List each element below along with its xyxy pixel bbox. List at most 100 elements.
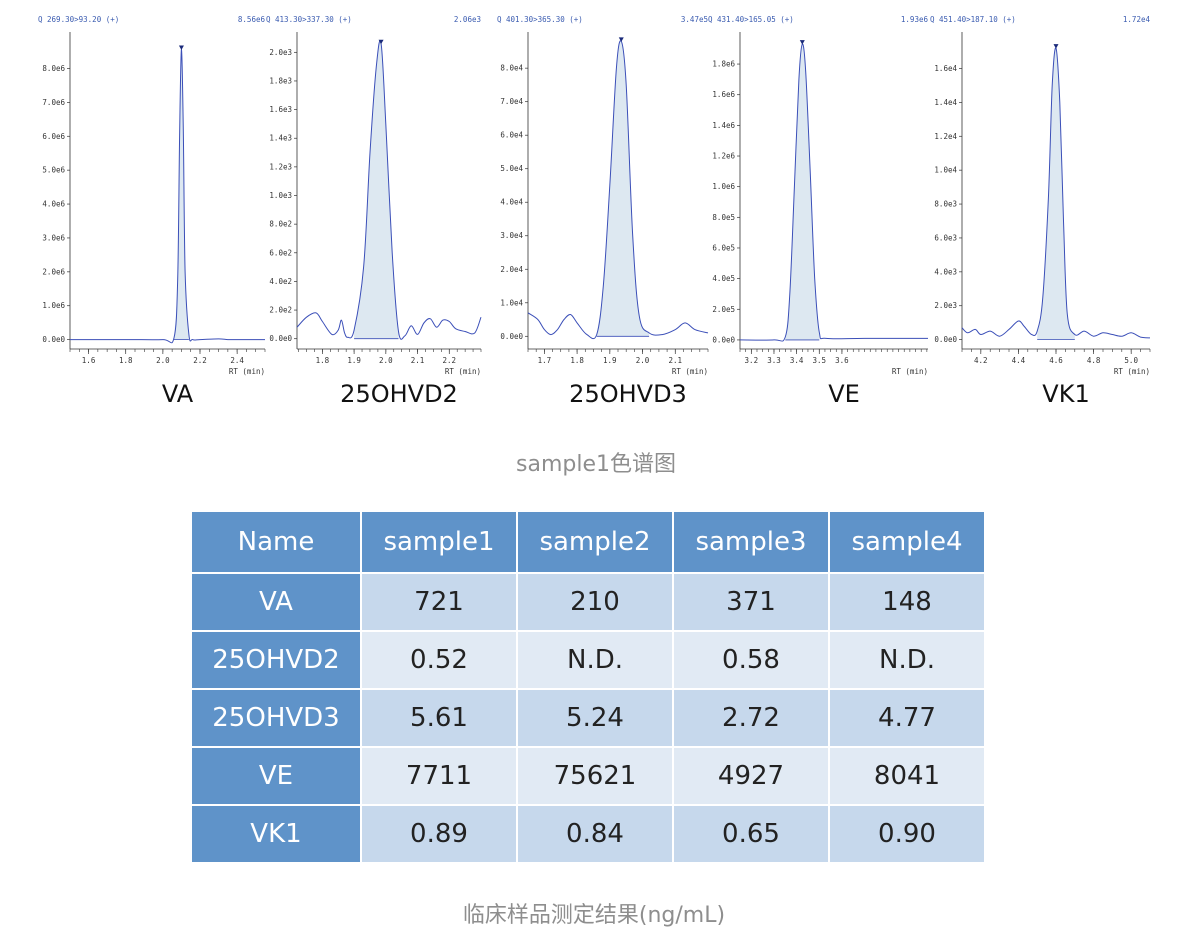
x-tick-label: 2.4 bbox=[230, 356, 244, 365]
x-tick-label: 3.5 bbox=[813, 356, 827, 365]
y-tick-label: 8.0e4 bbox=[500, 64, 523, 73]
y-tick-label: 5.0e6 bbox=[42, 166, 65, 175]
peak-area bbox=[785, 43, 820, 340]
x-tick-label: 2.0 bbox=[636, 356, 650, 365]
x-tick-label: 3.6 bbox=[835, 356, 849, 365]
peak-area bbox=[1037, 47, 1075, 340]
max-intensity-label: 1.93e6 bbox=[901, 15, 929, 24]
x-axis-title: RT (min) bbox=[445, 367, 481, 376]
transition-label: Q 269.30>93.20 (+) bbox=[38, 15, 119, 24]
chromatogram-panels: Q 269.30>93.20 (+) 8.56e6 0.0e0 1.0e6 2.0e6 3… bbox=[38, 15, 1150, 408]
compound-label: VK1 bbox=[1042, 380, 1089, 408]
x-tick-label: 2.2 bbox=[193, 356, 207, 365]
chromatogram-trace bbox=[739, 43, 928, 342]
x-tick-label: 1.9 bbox=[347, 356, 361, 365]
transition-label: Q 401.30>365.30 (+) bbox=[497, 15, 583, 24]
y-tick-label: 1.0e4 bbox=[500, 298, 523, 307]
y-tick-label: 0.0e0 bbox=[269, 334, 292, 343]
chromatogram-row: Q 269.30>93.20 (+) 8.56e6 0.0e0 1.0e6 2.0e6 3… bbox=[0, 0, 1200, 420]
value-cell: 210 bbox=[518, 574, 672, 630]
value-cell: 4927 bbox=[674, 748, 828, 804]
peak-apex-marker bbox=[1053, 44, 1059, 49]
x-tick-label: 2.0 bbox=[156, 356, 170, 365]
chromatogram-trace bbox=[961, 47, 1151, 339]
header-cell-sample2: sample2 bbox=[518, 512, 672, 572]
row-name-cell: 25OHVD2 bbox=[192, 632, 360, 688]
y-tick-label: 4.0e6 bbox=[42, 200, 65, 209]
peak-apex-marker bbox=[178, 45, 184, 51]
y-tick-label: 8.0e5 bbox=[712, 213, 735, 222]
value-cell: 0.84 bbox=[518, 806, 672, 862]
y-tick-label: 0.0e0 bbox=[712, 335, 735, 344]
y-tick-label: 0.0e0 bbox=[42, 335, 65, 344]
y-tick-label: 1.2e3 bbox=[269, 162, 292, 171]
y-tick-label: 4.0e4 bbox=[500, 198, 523, 207]
x-tick-label: 4.2 bbox=[974, 356, 988, 365]
y-tick-label: 0.0e0 bbox=[500, 332, 523, 341]
compound-label: 25OHVD3 bbox=[569, 380, 687, 408]
x-axis-title: RT (min) bbox=[1114, 367, 1150, 376]
x-axis-title: RT (min) bbox=[672, 367, 708, 376]
value-cell: N.D. bbox=[518, 632, 672, 688]
y-tick-label: 4.0e5 bbox=[712, 274, 735, 283]
y-tick-label: 2.0e3 bbox=[269, 48, 292, 57]
y-tick-label: 1.0e4 bbox=[934, 166, 957, 175]
y-tick-label: 1.2e6 bbox=[712, 152, 735, 161]
x-tick-label: 2.2 bbox=[443, 356, 457, 365]
chromatogram-panel-3: Q 401.30>365.30 (+) 3.47e5 0.0e0 1.0e4 2.0e4… bbox=[497, 15, 709, 408]
value-cell: 4.77 bbox=[830, 690, 984, 746]
y-tick-label: 1.6e4 bbox=[934, 64, 957, 73]
transition-label: Q 413.30>337.30 (+) bbox=[266, 15, 352, 24]
y-tick-label: 3.0e6 bbox=[42, 233, 65, 242]
x-tick-label: 4.4 bbox=[1012, 356, 1026, 365]
x-tick-label: 4.8 bbox=[1087, 356, 1101, 365]
max-intensity-label: 2.06e3 bbox=[454, 15, 481, 24]
y-tick-label: 1.4e6 bbox=[712, 121, 735, 130]
chromatogram-panel-4: Q 431.40>165.05 (+) 1.93e6 0.0e0 2.0e5 4.0e5… bbox=[708, 15, 928, 408]
y-tick-label: 1.4e4 bbox=[934, 98, 957, 107]
y-tick-label: 1.2e4 bbox=[934, 132, 957, 141]
value-cell: 7711 bbox=[362, 748, 516, 804]
x-tick-label: 1.7 bbox=[538, 356, 552, 365]
table-row: VK1 0.89 0.84 0.65 0.90 bbox=[192, 806, 984, 862]
table-row: VE 7711 75621 4927 8041 bbox=[192, 748, 984, 804]
table-row: VA 721 210 371 148 bbox=[192, 574, 984, 630]
value-cell: 5.24 bbox=[518, 690, 672, 746]
y-tick-label: 8.0e3 bbox=[934, 200, 957, 209]
x-axis-title: RT (min) bbox=[892, 367, 928, 376]
max-intensity-label: 3.47e5 bbox=[681, 15, 708, 24]
transition-label: Q 431.40>165.05 (+) bbox=[708, 15, 794, 24]
y-tick-label: 2.0e3 bbox=[934, 301, 957, 310]
x-tick-label: 2.1 bbox=[411, 356, 425, 365]
y-tick-label: 3.0e4 bbox=[500, 231, 523, 240]
x-tick-label: 2.0 bbox=[379, 356, 393, 365]
value-cell: 0.58 bbox=[674, 632, 828, 688]
y-tick-label: 4.0e3 bbox=[934, 267, 957, 276]
y-tick-label: 1.0e3 bbox=[269, 191, 292, 200]
y-tick-label: 1.4e3 bbox=[269, 134, 292, 143]
value-cell: 0.89 bbox=[362, 806, 516, 862]
table-header-row: Name sample1 sample2 sample3 sample4 bbox=[192, 512, 984, 572]
chromatogram-panel-1: Q 269.30>93.20 (+) 8.56e6 0.0e0 1.0e6 2.0e6 3… bbox=[38, 15, 265, 408]
y-tick-label: 1.8e3 bbox=[269, 76, 292, 85]
x-tick-label: 5.0 bbox=[1124, 356, 1138, 365]
table-row: 25OHVD3 5.61 5.24 2.72 4.77 bbox=[192, 690, 984, 746]
x-axis-title: RT (min) bbox=[229, 367, 265, 376]
chromatogram-trace bbox=[69, 48, 265, 344]
row-name-cell: VA bbox=[192, 574, 360, 630]
header-cell-sample4: sample4 bbox=[830, 512, 984, 572]
chromatogram-trace bbox=[296, 40, 482, 340]
compound-label: VA bbox=[162, 380, 194, 408]
y-tick-label: 5.0e4 bbox=[500, 164, 523, 173]
chromatogram-panel-2: Q 413.30>337.30 (+) 2.06e3 0.0e0 2.0e2 4.0e2… bbox=[266, 15, 482, 408]
table-row: 25OHVD2 0.52 N.D. 0.58 N.D. bbox=[192, 632, 984, 688]
y-tick-label: 1.0e6 bbox=[42, 301, 65, 310]
peak-apex-marker bbox=[799, 40, 805, 45]
y-tick-label: 2.0e5 bbox=[712, 305, 735, 314]
chromatogram-panel-5: Q 451.40>187.10 (+) 1.72e4 0.0e0 2.0e3 4.0e3… bbox=[930, 15, 1150, 408]
y-tick-label: 2.0e2 bbox=[269, 306, 292, 315]
header-cell-sample3: sample3 bbox=[674, 512, 828, 572]
x-tick-label: 1.6 bbox=[82, 356, 96, 365]
x-tick-label: 3.2 bbox=[745, 356, 759, 365]
y-tick-label: 6.0e3 bbox=[934, 233, 957, 242]
